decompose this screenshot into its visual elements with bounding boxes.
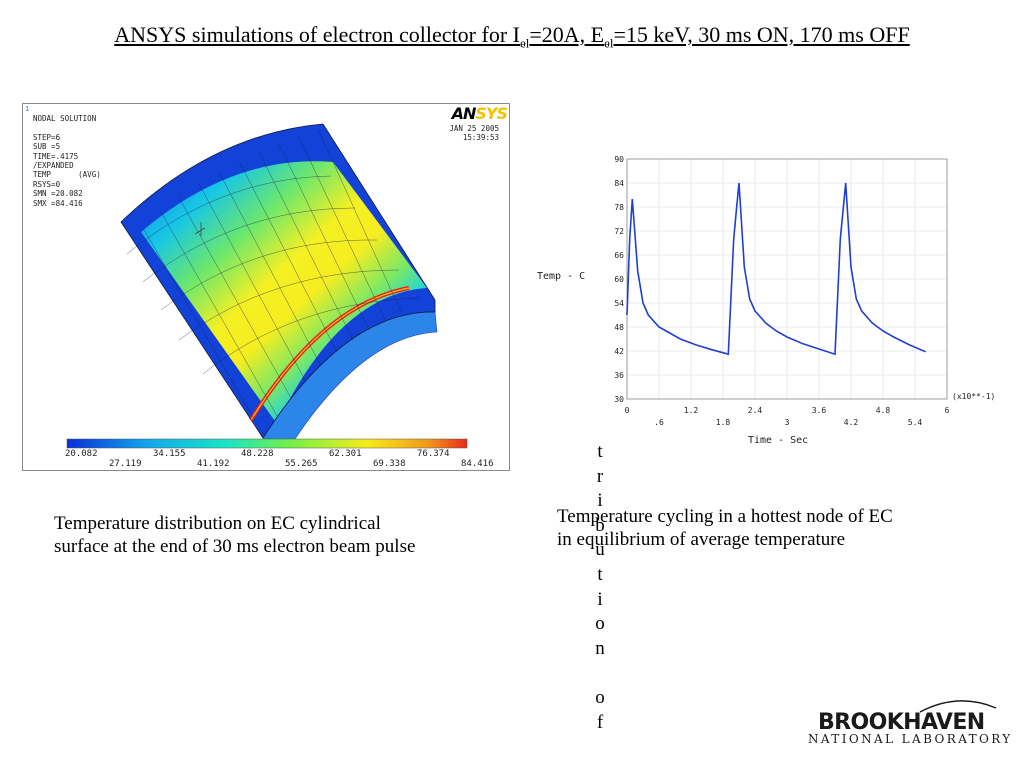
y-tick-label: 30 bbox=[614, 395, 624, 404]
plot-frame bbox=[626, 158, 948, 400]
logo-name: BROOKHAVEN bbox=[818, 710, 985, 735]
y-tick-label: 90 bbox=[614, 155, 624, 164]
x-axis-label: Time - Sec bbox=[748, 435, 808, 446]
x-tick-label: 3.6 bbox=[812, 406, 827, 415]
chart-caption: Temperature cycling in a hottest node of… bbox=[557, 506, 893, 550]
x-tick-label: 1.2 bbox=[684, 406, 699, 415]
y-tick-label: 72 bbox=[614, 227, 624, 236]
y-tick-label: 84 bbox=[614, 179, 624, 188]
window-number-label: 1 bbox=[25, 105, 30, 113]
x-tick-label: 5.4 bbox=[908, 418, 923, 427]
y-tick-label: 48 bbox=[614, 323, 624, 332]
ansys-simulation-image: 1 NODAL SOLUTION STEP=6 SUB =5 TIME=.417… bbox=[22, 103, 510, 471]
y-tick-label: 42 bbox=[614, 347, 624, 356]
x-tick-label: 1.8 bbox=[716, 418, 731, 427]
temperature-cycling-chart: 30 36 42 48 54 60 66 72 78 84 90 0 1.2 2.4 3.6 4.8 6 .6 1… bbox=[537, 155, 995, 446]
logo-subtitle: NATIONAL LABORATORY bbox=[808, 732, 1013, 746]
overflow-vertical-text: t r i b u t i o n o f bbox=[595, 441, 605, 733]
ansys-logo: ANSYS bbox=[451, 104, 508, 123]
y-tick-label: 54 bbox=[614, 299, 624, 308]
x-tick-label: .6 bbox=[654, 418, 664, 427]
y-axis-label: Temp - C bbox=[537, 271, 585, 282]
x-tick-label: 2.4 bbox=[748, 406, 763, 415]
y-tick-label: 78 bbox=[614, 203, 624, 212]
y-tick-label: 60 bbox=[614, 275, 624, 284]
x-scale-note: (x10**-1) bbox=[952, 392, 995, 401]
nodal-solution-info: NODAL SOLUTION STEP=6 SUB =5 TIME=.4175 … bbox=[33, 114, 101, 208]
render-timestamp: JAN 25 2005 15:39:53 bbox=[449, 124, 499, 143]
x-tick-label: 4.8 bbox=[876, 406, 891, 415]
brookhaven-logo: BROOKHAVEN NATIONAL LABORATORY bbox=[806, 698, 1010, 752]
x-tick-label: 0 bbox=[625, 406, 630, 415]
slide-title: ANSYS simulations of electron collector … bbox=[114, 22, 910, 51]
x-tick-label: 3 bbox=[785, 418, 790, 427]
collector-temperature-render bbox=[66, 123, 468, 449]
chart-grid bbox=[626, 158, 948, 400]
x-tick-label: 4.2 bbox=[844, 418, 859, 427]
y-tick-label: 66 bbox=[614, 251, 624, 260]
logo-arc-icon bbox=[919, 700, 997, 713]
temperature-series-line bbox=[626, 182, 927, 356]
simulation-caption: Temperature distribution on EC cylindric… bbox=[54, 513, 416, 557]
y-tick-label: 36 bbox=[614, 371, 624, 380]
x-tick-label: 6 bbox=[945, 406, 950, 415]
